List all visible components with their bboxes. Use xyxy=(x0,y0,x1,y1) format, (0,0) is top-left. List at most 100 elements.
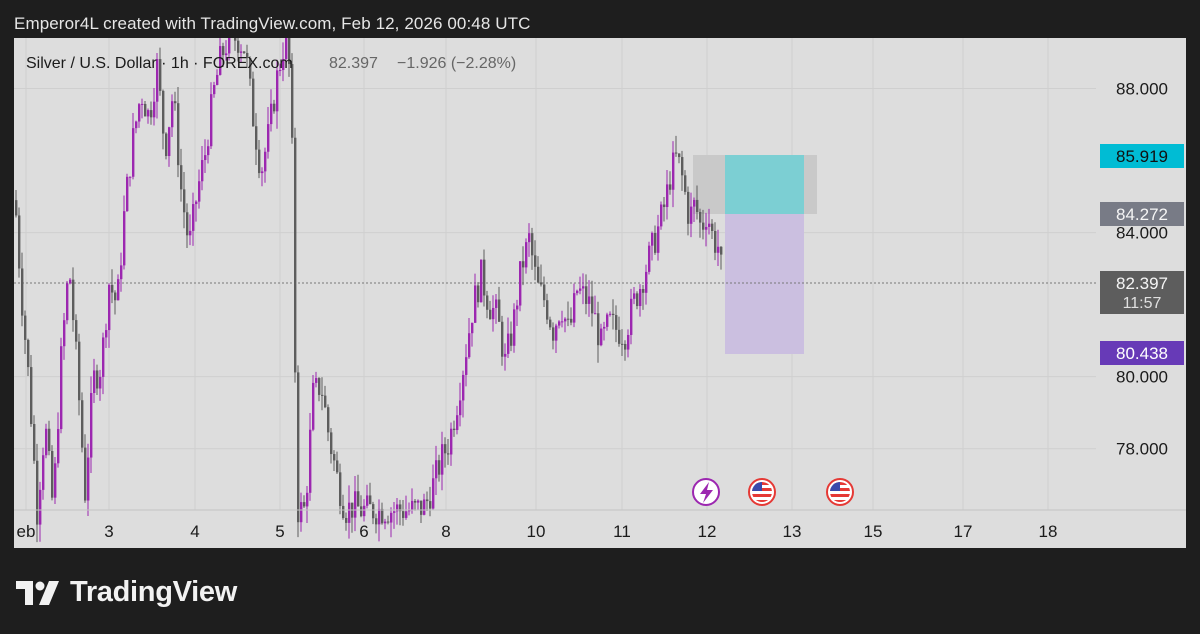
candle xyxy=(663,197,666,222)
candle xyxy=(513,303,516,353)
sl-price-tag: 80.438 xyxy=(1116,344,1168,363)
candle xyxy=(693,197,696,223)
candle xyxy=(318,377,321,402)
chart-attribution: Emperor4L created with TradingView.com, … xyxy=(14,14,531,33)
candle xyxy=(702,209,705,240)
candle xyxy=(516,299,519,327)
candle xyxy=(375,513,378,534)
candle xyxy=(126,173,129,212)
candle xyxy=(18,207,21,278)
candle xyxy=(507,317,510,359)
candle xyxy=(402,500,405,526)
candle xyxy=(45,423,48,459)
candle xyxy=(564,317,567,333)
candle xyxy=(360,495,363,518)
candle xyxy=(633,287,636,305)
price-chart[interactable]: Silver / U.S. Dollar · 1h · FOREX.com 82… xyxy=(14,38,1186,548)
lightning-icon[interactable] xyxy=(692,478,720,506)
candle xyxy=(444,437,447,468)
candle xyxy=(264,147,267,183)
last-price-tag-bg xyxy=(1100,271,1184,314)
tradingview-wordmark: TradingView xyxy=(70,576,237,608)
candle xyxy=(414,499,417,511)
candle xyxy=(174,91,177,111)
us-flag-icon[interactable] xyxy=(748,478,776,506)
candle xyxy=(429,486,432,517)
candle xyxy=(120,252,123,292)
candle xyxy=(147,108,150,124)
candle xyxy=(351,502,354,533)
candle xyxy=(576,289,579,296)
candle xyxy=(408,502,411,516)
legend-symbol[interactable]: Silver / U.S. Dollar · 1h · FOREX.com xyxy=(26,55,293,72)
loss-zone-box[interactable] xyxy=(725,214,804,354)
candle xyxy=(108,283,111,348)
candle xyxy=(345,512,348,531)
candle xyxy=(495,294,498,324)
candle xyxy=(324,385,327,409)
candle xyxy=(93,358,96,404)
candle xyxy=(489,300,492,320)
candle xyxy=(651,231,654,261)
economic-events[interactable] xyxy=(692,478,854,506)
candle xyxy=(603,321,606,341)
price-chart-svg[interactable]: Silver / U.S. Dollar · 1h · FOREX.com 82… xyxy=(14,38,1186,548)
candle xyxy=(672,141,675,208)
candle xyxy=(87,443,90,516)
candle xyxy=(366,484,369,509)
candle xyxy=(135,120,138,134)
candle xyxy=(390,507,393,538)
x-tick-label: 10 xyxy=(527,522,546,541)
candle xyxy=(678,153,681,164)
candle xyxy=(696,185,699,220)
us-flag-icon[interactable] xyxy=(826,478,854,506)
candle xyxy=(420,500,423,523)
candle xyxy=(438,454,441,482)
candle xyxy=(138,102,141,128)
candle xyxy=(597,301,600,363)
candle xyxy=(276,59,279,129)
candle xyxy=(315,371,318,388)
candle xyxy=(60,337,63,434)
candle xyxy=(669,171,672,195)
candle xyxy=(630,288,633,345)
y-tick-label: 84.000 xyxy=(1116,224,1168,243)
candle xyxy=(198,169,201,209)
candle xyxy=(195,200,198,222)
candle xyxy=(297,365,300,538)
candle xyxy=(462,370,465,418)
candle xyxy=(639,284,642,317)
price-axis[interactable]: 88.000 84.000 80.000 78.000 xyxy=(1116,79,1168,458)
candle xyxy=(477,282,480,308)
candle xyxy=(570,307,573,326)
candle xyxy=(66,281,69,325)
candle xyxy=(36,443,39,543)
candle xyxy=(459,382,462,427)
candle xyxy=(207,139,210,164)
profit-zone-box[interactable] xyxy=(725,155,804,214)
candle xyxy=(285,38,288,64)
long-position-tool[interactable] xyxy=(693,155,817,354)
candle xyxy=(537,256,540,284)
candle xyxy=(612,299,615,330)
candle xyxy=(159,47,162,96)
candle xyxy=(657,214,660,261)
candle xyxy=(75,314,78,350)
candle xyxy=(237,38,240,62)
candle xyxy=(369,482,372,505)
y-tick-label: 88.000 xyxy=(1116,79,1168,98)
candle xyxy=(441,431,444,491)
candle xyxy=(699,208,702,238)
candlestick-series xyxy=(15,38,723,543)
candle xyxy=(63,312,66,360)
candle xyxy=(27,338,30,377)
candle xyxy=(465,344,468,387)
candle xyxy=(654,225,657,255)
candle xyxy=(270,89,273,132)
x-tick-label: 5 xyxy=(275,522,284,541)
entry-price-tag-bg xyxy=(1100,202,1184,226)
candle xyxy=(330,428,333,464)
candle xyxy=(660,201,663,230)
candle xyxy=(396,497,399,525)
time-axis[interactable]: eb 3 4 5 6 8 10 11 12 13 15 17 18 xyxy=(17,522,1058,541)
